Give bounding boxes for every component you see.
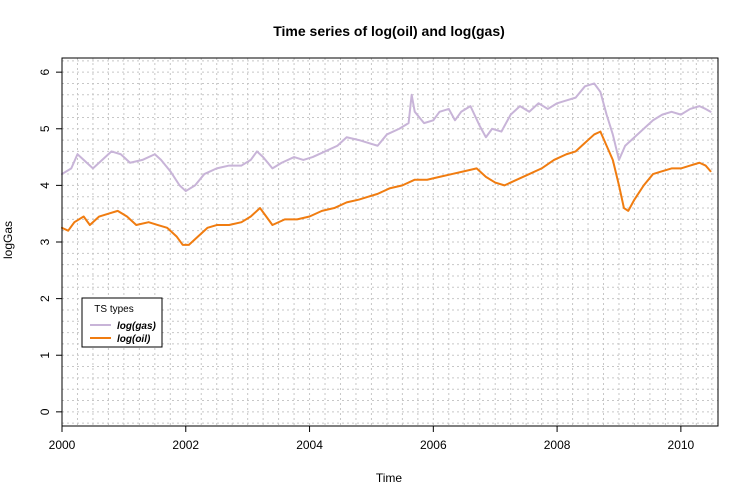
axis-layer: 2000 2002 2004 2006 2008 2010 0 1 2 3 4 5 6: [38, 57, 719, 452]
grid-layer: [61, 58, 718, 426]
x-tick-label: 2008: [544, 438, 571, 452]
legend-label: log(oil): [117, 334, 151, 345]
y-tick-label: 2: [38, 295, 52, 302]
legend: TS types log(gas) log(oil): [81, 297, 163, 348]
y-tick-label: 4: [38, 182, 52, 189]
y-tick-label: 1: [38, 352, 52, 359]
series-layer: [61, 82, 712, 246]
x-tick-label: 2002: [172, 438, 199, 452]
legend-label: log(gas): [117, 321, 157, 332]
legend-title: TS types: [94, 304, 133, 315]
x-tick-label: 2000: [49, 438, 76, 452]
series-line-1: [61, 82, 712, 193]
x-tick-label: 2010: [668, 438, 695, 452]
y-tick-label: 5: [38, 125, 52, 132]
x-tick-label: 2004: [296, 438, 323, 452]
y-tick-label: 3: [38, 238, 52, 245]
x-axis-label: Time: [376, 471, 403, 485]
x-tick-label: 2006: [420, 438, 447, 452]
y-tick-label: 6: [38, 68, 52, 75]
y-tick-label: 0: [38, 408, 52, 415]
series-line-2: [61, 130, 712, 246]
chart-title: Time series of log(oil) and log(gas): [273, 23, 505, 39]
y-axis-label: logGas: [1, 221, 15, 259]
